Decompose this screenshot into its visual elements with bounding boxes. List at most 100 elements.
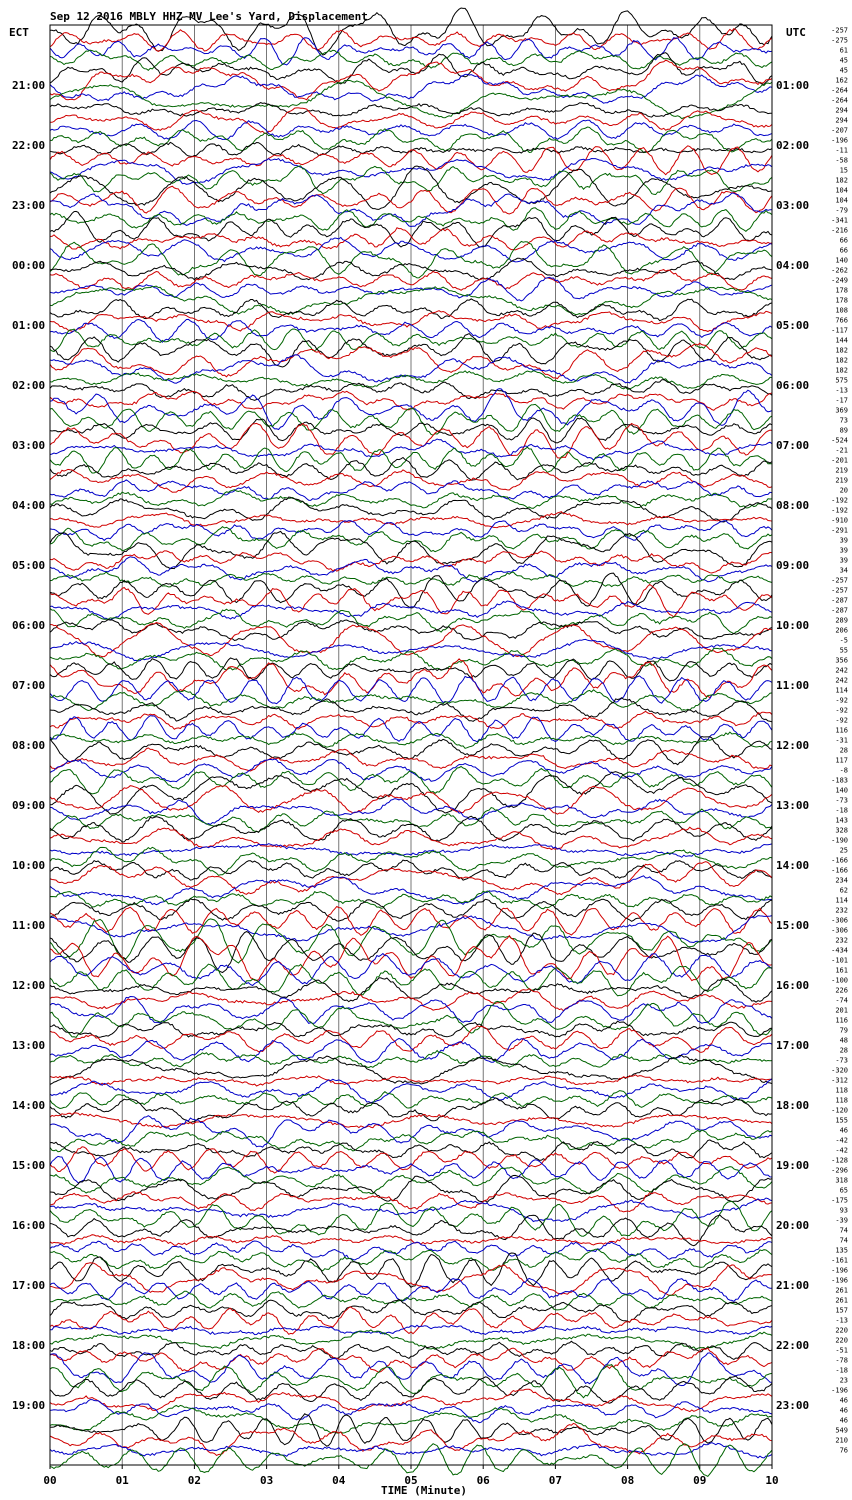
- left-zone-label: ECT: [9, 26, 29, 39]
- trace-offset: -207: [831, 127, 848, 135]
- trace-line: [49, 1252, 773, 1288]
- trace-offset: -13: [835, 1317, 848, 1325]
- trace-offset: 114: [835, 897, 848, 905]
- trace-line: [49, 73, 773, 104]
- trace-offset: 46: [840, 1417, 848, 1425]
- trace-line: [49, 185, 773, 215]
- hour-label-right: 02:00: [776, 139, 809, 152]
- trace-line: [49, 572, 773, 609]
- right-hour-labels: 01:00 02:00 03:00 04:00 05:00 06:00 07:00 08:00…: [776, 79, 809, 1412]
- hour-label-right: 04:00: [776, 259, 809, 272]
- trace-line: [49, 890, 773, 910]
- trace-offset: 117: [835, 757, 848, 765]
- trace-line: [49, 119, 773, 141]
- trace-offset: 28: [840, 747, 848, 755]
- trace-line: [49, 608, 773, 635]
- trace-line: [49, 1000, 773, 1038]
- trace-offset: -18: [835, 807, 848, 815]
- trace-offset: 135: [835, 1247, 848, 1255]
- trace-offset: -17: [835, 397, 848, 405]
- trace-offset: 28: [840, 1047, 848, 1055]
- trace-line: [49, 689, 773, 712]
- trace-offset: -287: [831, 607, 848, 615]
- trace-offset: -175: [831, 1197, 848, 1205]
- trace-line: [49, 1155, 773, 1184]
- trace-line: [49, 1139, 773, 1161]
- hour-label-right: 19:00: [776, 1159, 809, 1172]
- left-hour-labels: 21:00 22:00 23:00 00:00 01:00 02:00 03:00 04:00…: [12, 79, 45, 1412]
- trace-offset: -275: [831, 37, 848, 45]
- hour-label-left: 05:00: [12, 559, 45, 572]
- trace-line: [49, 1248, 773, 1272]
- trace-line: [49, 240, 773, 279]
- hour-label-left: 09:00: [12, 799, 45, 812]
- trace-offset: 46: [840, 1127, 848, 1135]
- trace-offset: 155: [835, 1117, 848, 1125]
- trace-line: [49, 1352, 772, 1387]
- trace-offset: 144: [835, 337, 848, 345]
- trace-offset: 318: [835, 1177, 848, 1185]
- trace-offset: 140: [835, 257, 848, 265]
- trace-line: [49, 49, 773, 71]
- hour-label-right: 14:00: [776, 859, 809, 872]
- trace-offset: -196: [831, 1387, 848, 1395]
- trace-line: [49, 1399, 773, 1424]
- hour-label-left: 13:00: [12, 1039, 45, 1052]
- trace-offset: 294: [835, 117, 848, 125]
- hour-label-right: 13:00: [776, 799, 809, 812]
- trace-line: [49, 861, 773, 896]
- trace-line: [49, 1364, 773, 1399]
- trace-offset: 261: [835, 1297, 848, 1305]
- trace-line: [49, 697, 773, 723]
- trace-offset: -92: [835, 717, 848, 725]
- hour-label-right: 06:00: [776, 379, 809, 392]
- trace-line: [49, 1037, 773, 1064]
- trace-line: [49, 1413, 773, 1447]
- trace-line: [49, 318, 773, 343]
- hour-label-right: 07:00: [776, 439, 809, 452]
- x-tick-label: 01: [116, 1474, 130, 1487]
- hour-label-left: 23:00: [12, 199, 45, 212]
- hour-label-left: 18:00: [12, 1339, 45, 1352]
- trace-line: [49, 583, 773, 618]
- trace-offset: -192: [831, 497, 848, 505]
- trace-line: [49, 1115, 773, 1148]
- trace-offset: -31: [835, 737, 848, 745]
- trace-line: [49, 102, 772, 118]
- trace-line: [49, 826, 773, 851]
- trace-offset: -257: [831, 587, 848, 595]
- trace-line: [49, 403, 773, 436]
- trace-offset: -320: [831, 1067, 848, 1075]
- trace-offset: 118: [835, 1097, 848, 1105]
- trace-line: [49, 468, 773, 493]
- trace-offset: 261: [835, 1287, 848, 1295]
- trace-line: [49, 446, 773, 474]
- hour-label-right: 18:00: [776, 1099, 809, 1112]
- trace-line: [49, 765, 773, 795]
- trace-line: [49, 1340, 773, 1360]
- trace-offset: -161: [831, 1257, 848, 1265]
- trace-line: [49, 210, 773, 248]
- trace-line: [49, 1146, 773, 1174]
- trace-offset: 219: [835, 467, 848, 475]
- hour-label-left: 00:00: [12, 259, 45, 272]
- trace-line: [49, 1375, 773, 1404]
- trace-offset: 369: [835, 407, 848, 415]
- trace-line: [49, 843, 773, 858]
- trace-line: [49, 815, 773, 843]
- trace-line: [49, 489, 773, 509]
- trace-offset: -166: [831, 867, 848, 875]
- trace-line: [49, 1347, 773, 1373]
- trace-offset: 45: [840, 67, 848, 75]
- trace-offset: 242: [835, 667, 848, 675]
- trace-offset: 104: [835, 187, 848, 195]
- trace-line: [49, 1129, 773, 1153]
- trace-line: [49, 165, 773, 210]
- trace-offset: -117: [831, 327, 848, 335]
- trace-offset: 182: [835, 357, 848, 365]
- trace-offset: -264: [831, 97, 848, 105]
- trace-offset: 157: [835, 1307, 848, 1315]
- trace-line: [49, 479, 773, 501]
- trace-offset: -73: [835, 797, 848, 805]
- trace-offset: 15: [840, 167, 848, 175]
